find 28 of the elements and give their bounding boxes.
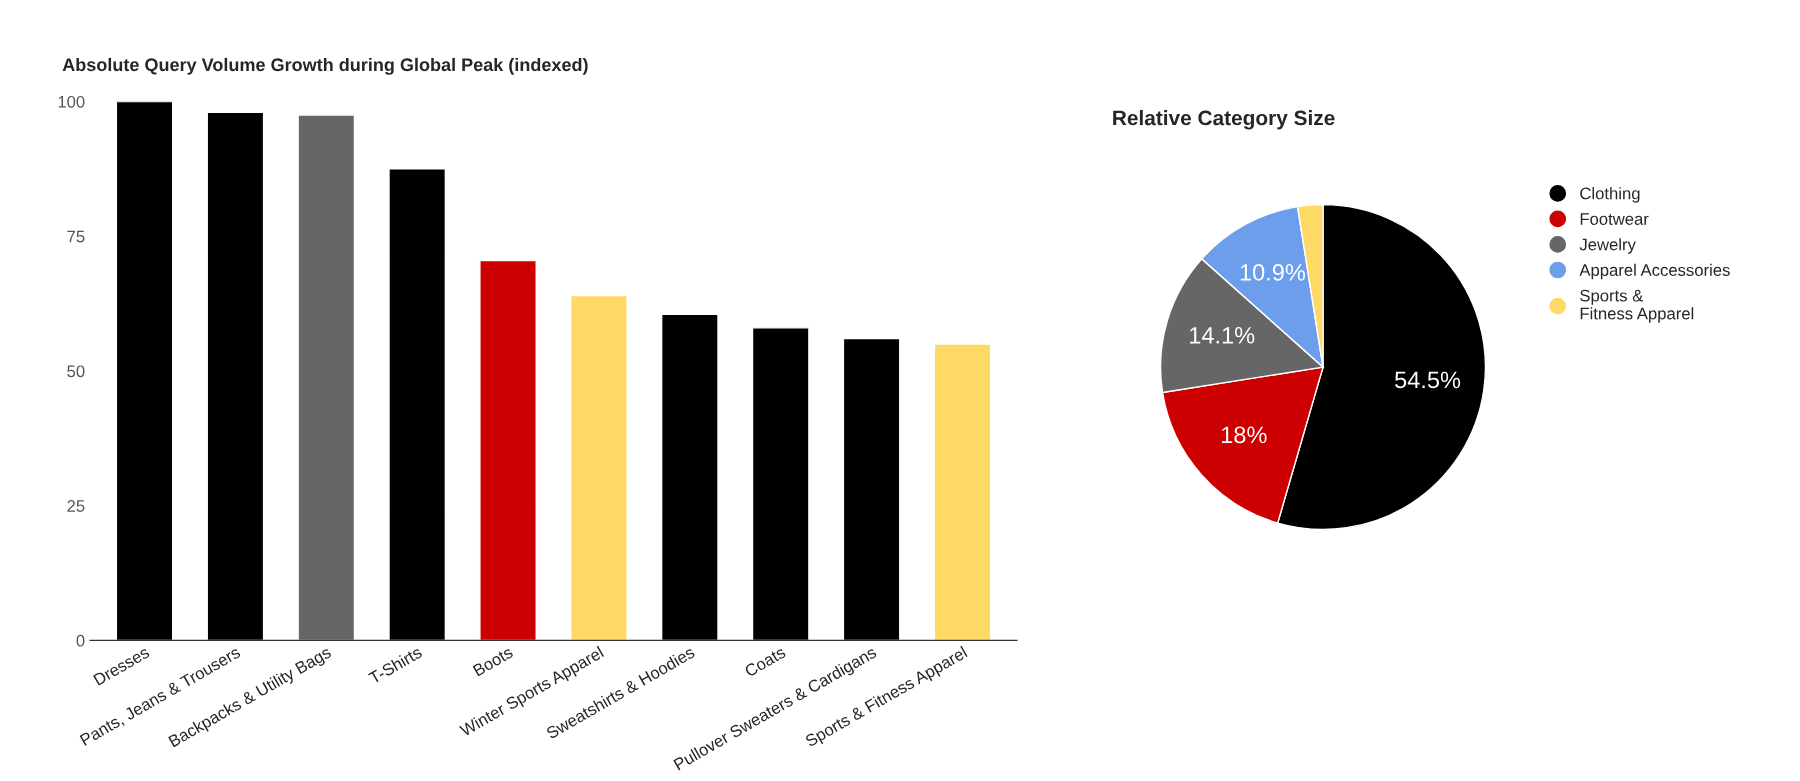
bar <box>751 327 810 641</box>
y-tick-label: 100 <box>58 95 85 108</box>
legend-label: Jewelry <box>1579 238 1636 254</box>
bar <box>115 101 174 641</box>
legend-label: Clothing <box>1580 187 1640 203</box>
x-tick-label: Boots <box>472 646 514 677</box>
data-label: 14.1% <box>1190 327 1255 344</box>
legend-label: Apparel Accessories <box>1579 263 1730 280</box>
bar <box>388 168 447 641</box>
data-label: 54.5% <box>1395 371 1461 389</box>
x-tick-label: Coats <box>743 645 787 678</box>
legend-label: Sports & Fitness Apparel <box>1580 289 1694 323</box>
y-tick-label: 25 <box>67 500 85 512</box>
bar <box>479 259 537 641</box>
bar <box>933 343 992 641</box>
y-tick-label: 75 <box>67 230 85 243</box>
bar <box>842 337 901 641</box>
y-tick-label: 50 <box>67 365 85 378</box>
chart-title: Absolute Query Volume Growth during Global Peak (indexed) <box>62 57 588 75</box>
chart-title: Relative Category Size <box>1113 110 1335 130</box>
bar <box>297 114 356 641</box>
bar <box>660 313 719 641</box>
legend-label: Footwear <box>1580 213 1649 225</box>
bar <box>206 111 265 641</box>
data-label: 18% <box>1221 426 1267 444</box>
data-label: 10.9% <box>1240 264 1306 281</box>
bar <box>570 294 628 641</box>
y-tick-label: 0 <box>76 634 85 647</box>
